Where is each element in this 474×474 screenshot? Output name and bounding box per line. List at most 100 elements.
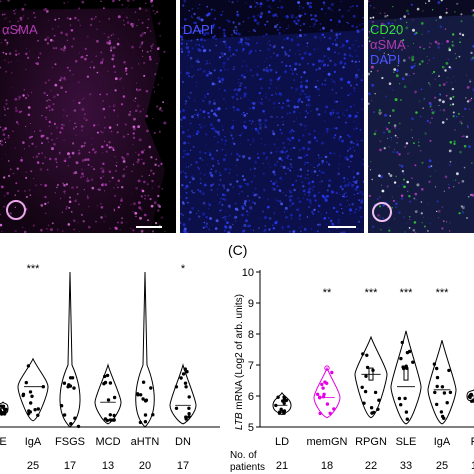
- data-point: [187, 412, 191, 416]
- data-point: [187, 395, 191, 399]
- data-point: [399, 403, 403, 407]
- data-point: [365, 365, 370, 370]
- tissue-image-merge: [368, 0, 474, 233]
- violin-outline: [17, 357, 49, 422]
- channel-label: αSMA: [2, 22, 38, 37]
- y-tick-label: 9: [248, 298, 254, 310]
- data-point: [470, 399, 474, 403]
- data-point: [68, 376, 73, 380]
- violin-outline: [313, 366, 341, 419]
- violin-outline: [94, 363, 122, 425]
- data-point: [24, 380, 28, 385]
- data-point: [399, 356, 403, 361]
- data-point: [323, 380, 327, 384]
- data-point: [440, 414, 445, 419]
- x-tick-label: RPGN: [355, 436, 387, 448]
- chart-left: E IgA 25 *** FSGS 17 MCD 13 aHTN 20 DN 17 *: [0, 263, 220, 472]
- data-point: [435, 366, 439, 371]
- patient-count: 17: [64, 460, 76, 472]
- data-point: [143, 413, 148, 417]
- data-point: [41, 385, 45, 389]
- data-point: [407, 349, 412, 354]
- channel-asma-label: αSMA: [370, 37, 406, 52]
- data-point: [112, 418, 116, 422]
- data-point: [139, 393, 143, 397]
- data-point: [435, 402, 439, 407]
- data-point: [187, 406, 191, 410]
- data-point: [276, 395, 280, 399]
- data-point: [320, 382, 324, 387]
- data-point: [183, 381, 188, 385]
- data-point: [33, 408, 37, 412]
- significance-marker: ***: [400, 287, 414, 299]
- data-point: [73, 416, 77, 420]
- data-point: [181, 372, 186, 376]
- x-tick-label: memGN: [307, 436, 348, 448]
- x-tick-label: DN: [175, 436, 191, 448]
- data-point: [369, 406, 374, 410]
- counts-label: No. of: [230, 450, 257, 461]
- data-point: [108, 381, 113, 385]
- data-point: [29, 401, 33, 405]
- data-point: [102, 382, 106, 386]
- data-point: [21, 392, 26, 396]
- data-point: [108, 418, 113, 422]
- y-axis-label-gene: LTB: [234, 412, 245, 430]
- patient-count: 13: [102, 460, 114, 472]
- y-tick-label: 5: [248, 422, 254, 434]
- x-tick-label: aHTN: [131, 436, 160, 448]
- y-tick-label: 8: [248, 329, 254, 341]
- data-point: [135, 392, 140, 396]
- channel-label: DAPI: [183, 22, 213, 37]
- data-point: [397, 396, 402, 401]
- data-point: [360, 385, 364, 389]
- tissue-image-dapi: [180, 0, 364, 233]
- data-point: [362, 401, 366, 405]
- violin-outline: [135, 271, 155, 428]
- data-point: [435, 384, 439, 389]
- significance-marker: *: [181, 263, 186, 275]
- x-tick-label: FSGS: [55, 436, 85, 448]
- data-point: [30, 394, 34, 398]
- data-point: [28, 390, 33, 394]
- patient-count: 33: [400, 460, 412, 472]
- data-point: [36, 407, 40, 411]
- data-point: [442, 391, 447, 395]
- data-point: [105, 373, 110, 378]
- data-point: [179, 376, 183, 380]
- data-point: [59, 404, 64, 408]
- data-point: [282, 401, 286, 406]
- channel-cd20-label: CD20: [370, 22, 404, 37]
- data-point: [141, 380, 146, 384]
- data-point: [0, 408, 2, 413]
- y-tick-label: 6: [248, 391, 254, 403]
- data-point: [325, 402, 330, 406]
- violin-outline: [354, 335, 388, 419]
- data-point: [363, 389, 368, 394]
- data-point: [403, 396, 407, 401]
- patient-count: 18: [321, 460, 333, 472]
- data-point: [174, 406, 179, 410]
- data-point: [400, 340, 404, 345]
- data-point: [279, 407, 283, 411]
- data-point: [411, 360, 415, 364]
- data-point: [321, 386, 325, 390]
- data-point: [2, 412, 7, 416]
- data-point: [404, 410, 409, 414]
- data-point: [468, 393, 473, 397]
- data-point: [62, 413, 67, 417]
- data-point: [62, 381, 67, 385]
- data-point: [274, 403, 278, 408]
- data-point: [187, 415, 191, 419]
- violin-outline: [59, 271, 81, 428]
- data-point: [445, 401, 449, 405]
- scale-bar: [328, 226, 356, 228]
- data-point: [69, 422, 73, 426]
- data-point: [330, 370, 334, 375]
- data-point: [332, 407, 336, 411]
- data-point: [405, 417, 409, 421]
- scale-bar: [136, 226, 162, 228]
- violin-outline: [390, 330, 422, 425]
- data-point: [432, 362, 437, 366]
- data-point: [370, 411, 374, 415]
